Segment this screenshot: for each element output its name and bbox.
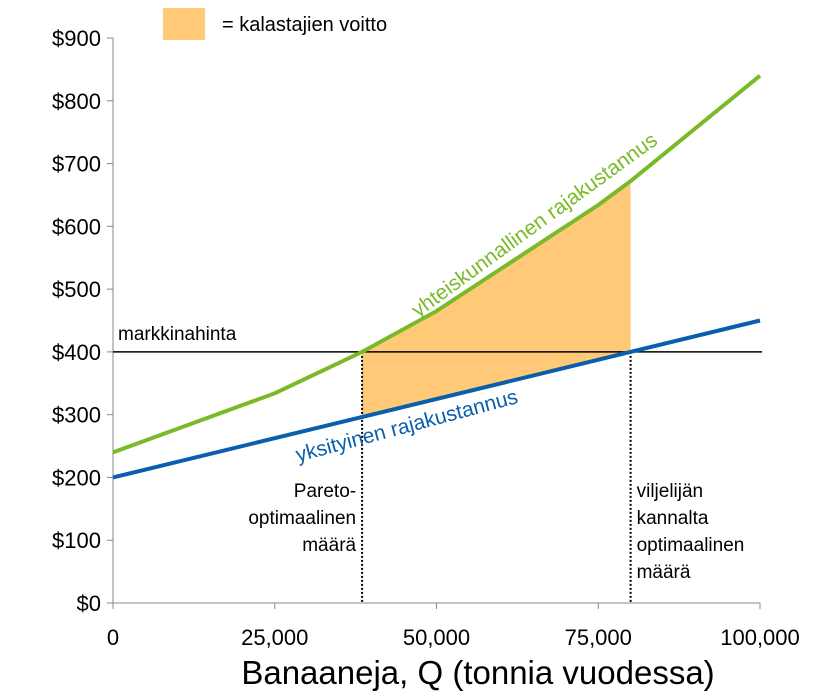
x-axis-title: Banaaneja, Q (tonnia vuodessa) (241, 654, 714, 691)
legend-label: = kalastajien voitto (222, 14, 387, 36)
quantity-label: määrä (637, 562, 691, 583)
profit-area (362, 181, 631, 418)
x-tick-label: 100,000 (720, 625, 800, 650)
y-tick-label: $100 (52, 528, 101, 553)
quantity-label: kannalta (637, 508, 709, 529)
y-tick-label: $900 (52, 26, 101, 51)
y-tick-label: $400 (52, 340, 101, 365)
x-tick-label: 75,000 (565, 625, 632, 650)
quantity-label: määrä (302, 535, 356, 556)
curve (112, 318, 761, 480)
y-tick-label: $300 (52, 403, 101, 428)
x-tick-label: 50,000 (403, 625, 470, 650)
y-tick-label: $0 (77, 591, 101, 616)
y-tick-label: $700 (52, 152, 101, 177)
legend-swatch (163, 8, 205, 40)
quantity-label: Pareto- (294, 481, 356, 502)
y-tick-label: $500 (52, 277, 101, 302)
x-tick-label: 25,000 (241, 625, 308, 650)
curve (112, 74, 762, 455)
x-tick-label: 0 (107, 625, 119, 650)
quantity-label: optimaalinen (248, 508, 356, 529)
y-tick-label: $800 (52, 89, 101, 114)
market-price-label: markkinahinta (118, 324, 237, 345)
y-tick-label: $200 (52, 465, 101, 490)
quantity-label: optimaalinen (637, 535, 745, 556)
y-tick-label: $600 (52, 214, 101, 239)
quantity-label: viljelijän (637, 481, 704, 502)
